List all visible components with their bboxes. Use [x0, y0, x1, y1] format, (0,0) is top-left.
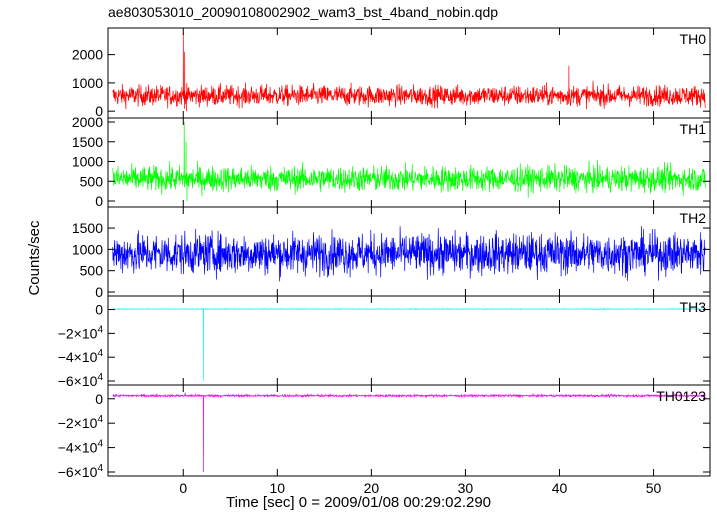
y-tick-label: −2×104: [58, 414, 104, 431]
x-tick-label: 50: [646, 480, 662, 496]
y-tick-label: −4×104: [58, 348, 104, 365]
y-tick-label: 0: [95, 103, 103, 119]
chart-title: ae803053010_20090108002902_wam3_bst_4ban…: [108, 4, 499, 20]
panel-frame-th0123: [107, 384, 711, 477]
series-line-th2: [112, 226, 706, 282]
y-tick-label: 0: [95, 391, 103, 407]
y-tick-label: 500: [80, 263, 104, 279]
y-tick-label: 0: [95, 193, 103, 209]
x-tick-label: 10: [270, 480, 286, 496]
panel-label-th0123: TH0123: [656, 388, 706, 404]
panel-label-th2: TH2: [680, 210, 707, 226]
y-tick-label: 2000: [72, 47, 103, 63]
y-tick-label: −2×104: [58, 324, 104, 341]
y-axis-label: Counts/sec: [26, 220, 43, 296]
y-tick-label: 1000: [72, 75, 103, 91]
x-axis-label: Time [sec] 0 = 2009/01/08 00:29:02.290: [225, 494, 492, 511]
series-line-th3: [112, 307, 706, 382]
x-tick-label: 30: [458, 480, 474, 496]
y-tick-label: 500: [80, 173, 104, 189]
y-tick-label: −6×104: [58, 372, 104, 389]
series-line-th0123: [112, 392, 706, 473]
x-tick-label: 20: [364, 480, 380, 496]
y-tick-label: 1500: [72, 134, 103, 150]
panel-frame-th0: [107, 27, 711, 119]
panel-frame-th1: [107, 117, 711, 208]
x-tick-label: 0: [179, 480, 187, 496]
y-tick-label: 1000: [72, 154, 103, 170]
y-tick-label: 0: [95, 284, 103, 300]
series-line-th1: [112, 121, 706, 202]
panel-label-th3: TH3: [680, 299, 707, 315]
y-tick-label: 0: [95, 302, 103, 318]
y-tick-label: 2000: [72, 114, 103, 130]
panel-label-th0: TH0: [680, 31, 707, 47]
x-tick-label: 40: [552, 480, 568, 496]
y-tick-label: −6×104: [58, 463, 104, 480]
panel-label-th1: TH1: [680, 121, 707, 137]
y-tick-label: −4×104: [58, 439, 104, 456]
series-line-th0: [112, 31, 706, 112]
y-tick-label: 1500: [72, 220, 103, 236]
y-tick-label: 1000: [72, 241, 103, 257]
